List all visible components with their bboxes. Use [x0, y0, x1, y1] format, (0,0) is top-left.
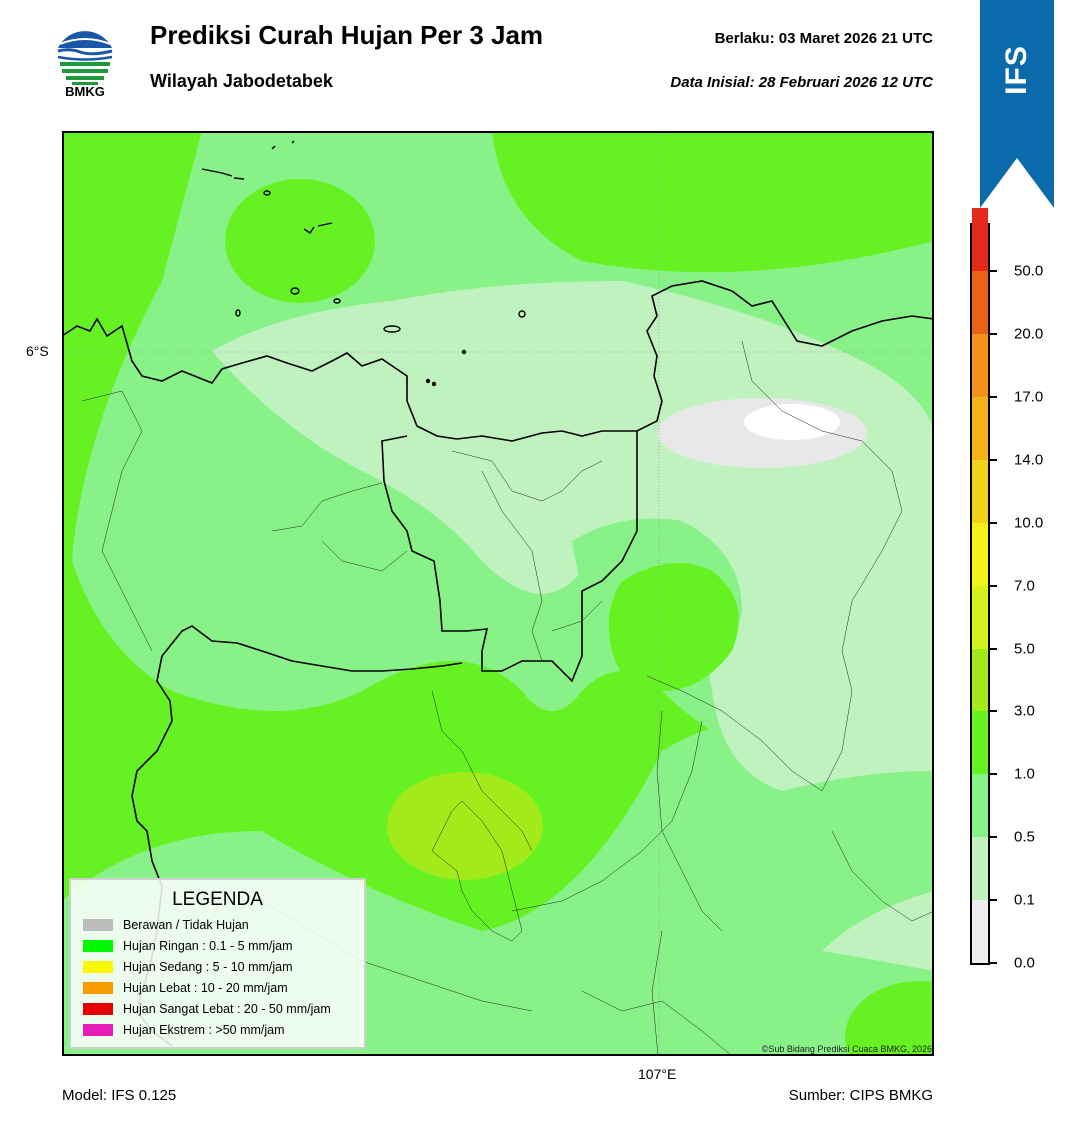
colorbar-segment: [972, 900, 988, 963]
legend-swatch: [83, 1024, 113, 1036]
page-subtitle: Wilayah Jabodetabek: [150, 71, 333, 91]
legend-swatch: [83, 1003, 113, 1015]
legend-swatch: [83, 940, 113, 952]
legend-item: Hujan Sedang : 5 - 10 mm/jam: [83, 958, 293, 976]
colorbar-tick: [990, 710, 997, 713]
colorbar-segment: [972, 648, 988, 712]
legend-label: Hujan Sedang : 5 - 10 mm/jam: [123, 960, 293, 974]
legend-label: Hujan Lebat : 10 - 20 mm/jam: [123, 981, 288, 995]
legend-swatch: [83, 961, 113, 973]
colorbar-tick-label: 20.0: [1014, 325, 1044, 343]
colorbar-tick-label: 10.0: [1014, 514, 1044, 532]
colorbar-tick: [990, 521, 997, 524]
rain-3-5-zone: [387, 772, 543, 880]
legend-title: LEGENDA: [172, 889, 263, 910]
colorbar-segment: [972, 459, 988, 523]
legend-item: Hujan Sangat Lebat : 20 - 50 mm/jam: [83, 1000, 331, 1018]
colorbar-tick: [990, 899, 997, 902]
valid-time: Berlaku: 03 Maret 2026 21 UTC: [714, 30, 933, 47]
rain-1-3-corner: [845, 981, 934, 1056]
rain-1-3-island: [225, 179, 375, 303]
legend-label: Hujan Ringan : 0.1 - 5 mm/jam: [123, 939, 293, 953]
legend-swatch: [83, 919, 113, 931]
colorbar-tick: [990, 962, 997, 964]
bmkg-logo-text: BMKG: [65, 84, 105, 99]
colorbar-tick-label: 17.0: [1014, 388, 1044, 406]
ifs-ribbon: [980, 0, 1054, 208]
model-label: Model: IFS 0.125: [62, 1087, 177, 1104]
colorbar-tick-label: 14.0: [1014, 451, 1044, 469]
legend-item: Hujan Ekstrem : >50 mm/jam: [83, 1021, 285, 1039]
colorbar-tick-label: 5.0: [1014, 640, 1035, 658]
colorbar-tick: [990, 458, 997, 461]
colorbar-tick: [990, 647, 997, 650]
legend-item: Hujan Ringan : 0.1 - 5 mm/jam: [83, 937, 293, 955]
province-border: [381, 431, 638, 683]
colorbar-segment: [972, 522, 988, 586]
legend-label: Berawan / Tidak Hujan: [123, 918, 249, 932]
source-label: Sumber: CIPS BMKG: [788, 1087, 933, 1104]
colorbar-tick-label: 3.0: [1014, 702, 1035, 720]
bmkg-logo: [55, 26, 115, 86]
init-time: Data Inisial: 28 Februari 2026 12 UTC: [670, 74, 933, 91]
rain-0-zone: [744, 404, 840, 440]
colorbar-segment: [972, 271, 988, 335]
colorbar: [970, 208, 990, 965]
colorbar-tick: [990, 584, 997, 587]
colorbar-segment: [972, 397, 988, 460]
colorbar-tick: [990, 396, 997, 399]
coastline: [62, 280, 934, 442]
colorbar-tick: [990, 773, 997, 776]
colorbar-segment: [972, 837, 988, 901]
colorbar-tick-label: 0.0: [1014, 954, 1035, 972]
colorbar-segment: [972, 711, 988, 775]
legend-label: Hujan Sangat Lebat : 20 - 50 mm/jam: [123, 1002, 331, 1016]
colorbar-segment: [972, 334, 988, 398]
lon-label: 107°E: [638, 1066, 677, 1082]
legend-item: Berawan / Tidak Hujan: [83, 916, 249, 934]
colorbar-segment: [972, 774, 988, 838]
legend-swatch: [83, 982, 113, 994]
regency-borders: [81, 340, 934, 1056]
colorbar-tick: [990, 836, 997, 839]
colorbar-tick: [990, 333, 997, 336]
colorbar-tick-label: 0.5: [1014, 828, 1035, 846]
colorbar-tick-label: 1.0: [1014, 765, 1035, 783]
colorbar-tick: [990, 270, 997, 273]
ifs-ribbon-label: IFS: [999, 45, 1033, 95]
map-copyright: ©Sub Bidang Prediksi Cuaca BMKG, 2026: [762, 1044, 932, 1054]
rain-1-3-inner: [608, 563, 739, 691]
legend-label: Hujan Ekstrem : >50 mm/jam: [123, 1023, 285, 1037]
legend-box: LEGENDA Berawan / Tidak Hujan Hujan Ringa…: [69, 878, 366, 1049]
colorbar-tick-label: 50.0: [1014, 262, 1044, 280]
colorbar-tick-label: 7.0: [1014, 577, 1035, 595]
rain-01-05-zone-lower: [822, 891, 934, 971]
colorbar-segment: [972, 585, 988, 649]
page-title: Prediksi Curah Hujan Per 3 Jam: [150, 20, 544, 50]
colorbar-segment: [972, 208, 988, 272]
colorbar-tick-label: 0.1: [1014, 891, 1035, 909]
islands: [201, 140, 526, 387]
lat-label: 6°S: [26, 343, 49, 359]
map-frame: [62, 131, 934, 1056]
legend-item: Hujan Lebat : 10 - 20 mm/jam: [83, 979, 288, 997]
